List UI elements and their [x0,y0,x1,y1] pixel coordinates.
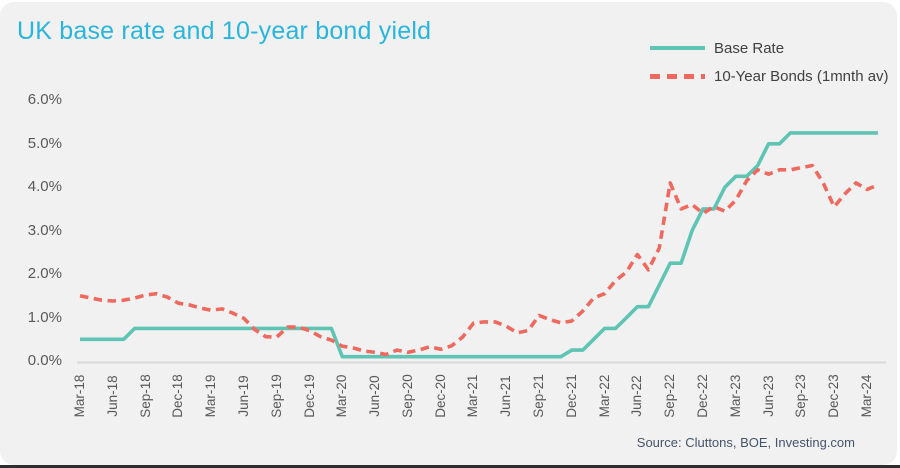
x-tick-label: Sep-22 [662,374,678,418]
x-tick-label: Jun-18 [104,375,120,417]
x-tick-label: Dec-20 [432,374,448,418]
chart-legend: Base Rate 10-Year Bonds (1mnth av) [650,34,889,90]
x-tick-label: Dec-18 [170,374,186,418]
y-tick-label: 6.0% [27,91,62,109]
x-tick-label: Mar-18 [72,374,87,418]
legend-label: Base Rate [714,39,785,57]
x-tick-label: Sep-21 [531,374,547,418]
x-tick-label: Sep-23 [793,374,809,418]
legend-item-base-rate: Base Rate [650,34,889,62]
y-tick-label: 0.0% [27,352,62,369]
x-tick-label: Jun-20 [367,375,383,417]
page-title: UK base rate and 10-year bond yield [17,17,432,45]
y-tick-label: 5.0% [27,134,62,152]
x-tick-label: Sep-19 [268,374,284,418]
x-tick-label: Mar-19 [203,374,219,418]
x-tick-label: Dec-22 [695,374,710,418]
x-tick-label: Mar-24 [858,374,874,418]
x-tick-label: Mar-23 [727,374,743,418]
source-caption: Source: Cluttons, BOE, Investing.com [636,435,855,450]
screenshot-bottom-edge [0,465,900,468]
x-tick-label: Dec-23 [826,374,842,418]
x-tick-label: Mar-20 [334,374,350,418]
bond-yield-line-series [79,163,879,357]
y-tick-label: 1.0% [27,308,62,326]
x-tick-label: Jun-22 [629,375,645,417]
x-tick-label: Dec-21 [563,374,579,418]
x-tick-label: Sep-18 [137,374,153,418]
y-tick-label: 4.0% [27,178,62,196]
bonds-dashed-line-swatch-icon [650,73,705,79]
x-tick-label: Jun-19 [235,375,251,417]
x-tick-label: Sep-20 [399,374,415,418]
base-rate-line-series [80,131,878,359]
x-tick-label: Mar-22 [596,374,612,418]
x-tick-label: Jun-23 [760,375,776,417]
y-tick-label: 3.0% [27,221,62,239]
legend-item-10-year-bonds: 10-Year Bonds (1mnth av) [650,62,889,90]
y-tick-label: 2.0% [27,265,62,283]
base-rate-line-swatch-icon [650,46,705,50]
x-tick-label: Jun-21 [498,375,514,417]
x-tick-label: Dec-19 [301,374,317,418]
x-tick-label: Mar-21 [465,374,481,418]
legend-label: 10-Year Bonds (1mnth av) [714,67,889,85]
